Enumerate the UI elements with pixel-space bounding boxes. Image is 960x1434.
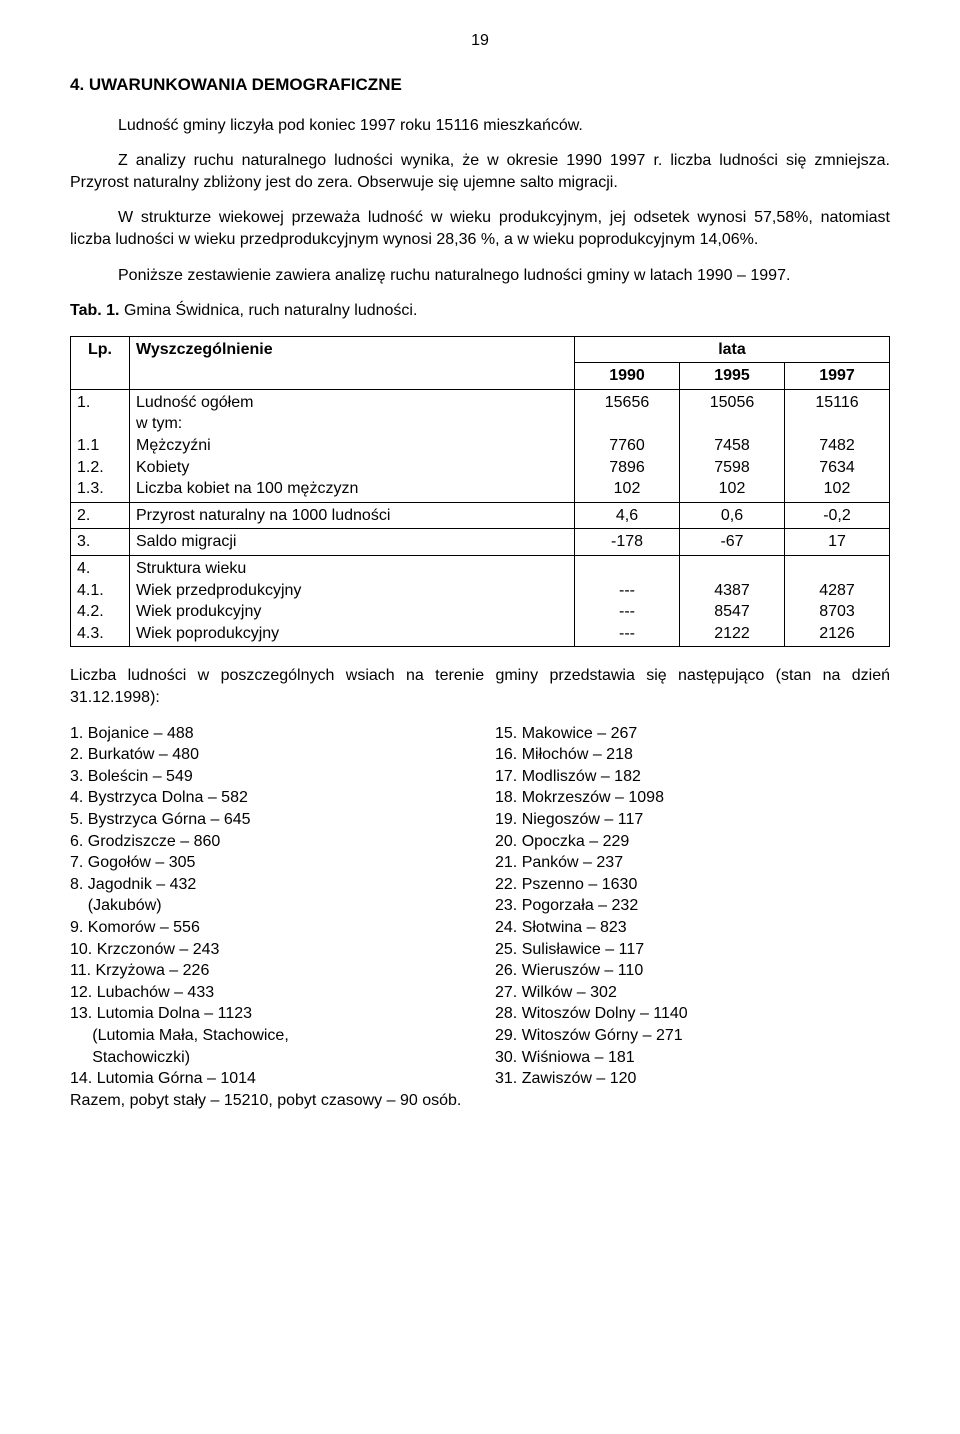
table-header-row-1: Lp. Wyszczególnienie lata [71,336,890,363]
list-item: 9. Komorów – 556 [70,917,465,939]
table-caption-prefix: Tab. 1. [70,302,120,319]
list-item: 30. Wiśniowa – 181 [495,1047,890,1069]
table-row: 1. 1.1 1.2. 1.3.Ludność ogółem w tym: Mę… [71,389,890,502]
table-cell: 1. 1.1 1.2. 1.3. [71,389,130,502]
list-item: (Lutomia Mała, Stachowice, [70,1025,465,1047]
section-heading: 4. UWARUNKOWANIA DEMOGRAFICZNE [70,74,890,97]
paragraph-2: Z analizy ruchu naturalnego ludności wyn… [70,150,890,193]
list-item: 14. Lutomia Górna – 1014 [70,1068,465,1090]
list-item: 22. Pszenno – 1630 [495,874,890,896]
list-item: 27. Wilków – 302 [495,982,890,1004]
list-item: 2. Burkatów – 480 [70,744,465,766]
list-item: 3. Boleścin – 549 [70,766,465,788]
paragraph-1: Ludność gminy liczyła pod koniec 1997 ro… [70,115,890,137]
list-item: 7. Gogołów – 305 [70,852,465,874]
list-item: 24. Słotwina – 823 [495,917,890,939]
list-item: 26. Wieruszów – 110 [495,960,890,982]
list-item: 11. Krzyżowa – 226 [70,960,465,982]
list-item: 29. Witoszów Górny – 271 [495,1025,890,1047]
demographics-table: Lp. Wyszczególnienie lata 1990 1995 1997… [70,336,890,648]
village-list-container: 1. Bojanice – 4882. Burkatów – 4803. Bol… [70,723,890,1090]
table-cell: 15116 7482 7634 102 [785,389,890,502]
table-cell: --- --- --- [575,556,680,647]
village-list-right: 15. Makowice – 26716. Miłochów – 21817. … [495,723,890,1090]
list-item: 25. Sulisławice – 117 [495,939,890,961]
table-cell: -67 [680,529,785,556]
table-caption-text: Gmina Świdnica, ruch naturalny ludności. [120,302,418,319]
col-1995: 1995 [680,363,785,390]
list-item: 4. Bystrzyca Dolna – 582 [70,787,465,809]
list-item: 23. Pogorzała – 232 [495,895,890,917]
list-item: 10. Krzczonów – 243 [70,939,465,961]
table-row: 3.Saldo migracji-178-6717 [71,529,890,556]
list-item: 13. Lutomia Dolna – 1123 [70,1003,465,1025]
col-1990: 1990 [575,363,680,390]
table-cell: Saldo migracji [130,529,575,556]
table-cell: 4,6 [575,502,680,529]
table-cell: Ludność ogółem w tym: Mężczyźni Kobiety … [130,389,575,502]
paragraph-4: Poniższe zestawienie zawiera analizę ruc… [70,265,890,287]
table-row: 2.Przyrost naturalny na 1000 ludności4,6… [71,502,890,529]
col-lata: lata [575,336,890,363]
table-cell: -178 [575,529,680,556]
col-lp: Lp. [71,336,130,389]
list-item: 21. Panków – 237 [495,852,890,874]
list-item: 12. Lubachów – 433 [70,982,465,1004]
paragraph-3: W strukturze wiekowej przeważa ludność w… [70,207,890,250]
list-item: Stachowiczki) [70,1047,465,1069]
list-item: (Jakubów) [70,895,465,917]
table-cell: 15056 7458 7598 102 [680,389,785,502]
list-item: 15. Makowice – 267 [495,723,890,745]
list-item: 20. Opoczka – 229 [495,831,890,853]
total-line: Razem, pobyt stały – 15210, pobyt czasow… [70,1090,890,1112]
list-item: 8. Jagodnik – 432 [70,874,465,896]
table-cell: -0,2 [785,502,890,529]
table-caption: Tab. 1. Gmina Świdnica, ruch naturalny l… [70,300,890,322]
table-cell: 0,6 [680,502,785,529]
table-cell: Struktura wieku Wiek przedprodukcyjny Wi… [130,556,575,647]
table-cell: 4387 8547 2122 [680,556,785,647]
list-item: 6. Grodziszcze – 860 [70,831,465,853]
col-1997: 1997 [785,363,890,390]
list-item: 19. Niegoszów – 117 [495,809,890,831]
list-item: 16. Miłochów – 218 [495,744,890,766]
table-row: 4. 4.1. 4.2. 4.3.Struktura wieku Wiek pr… [71,556,890,647]
table-cell: 4287 8703 2126 [785,556,890,647]
table-cell: 2. [71,502,130,529]
col-desc: Wyszczególnienie [130,336,575,389]
list-item: 5. Bystrzyca Górna – 645 [70,809,465,831]
list-item: 1. Bojanice – 488 [70,723,465,745]
table-cell: 15656 7760 7896 102 [575,389,680,502]
village-list-left: 1. Bojanice – 4882. Burkatów – 4803. Bol… [70,723,465,1090]
table-cell: Przyrost naturalny na 1000 ludności [130,502,575,529]
list-item: 28. Witoszów Dolny – 1140 [495,1003,890,1025]
list-item: 18. Mokrzeszów – 1098 [495,787,890,809]
page-number: 19 [70,30,890,52]
list-item: 31. Zawiszów – 120 [495,1068,890,1090]
list-item: 17. Modliszów – 182 [495,766,890,788]
table-cell: 17 [785,529,890,556]
table-cell: 4. 4.1. 4.2. 4.3. [71,556,130,647]
table-cell: 3. [71,529,130,556]
after-table-text: Liczba ludności w poszczególnych wsiach … [70,665,890,708]
